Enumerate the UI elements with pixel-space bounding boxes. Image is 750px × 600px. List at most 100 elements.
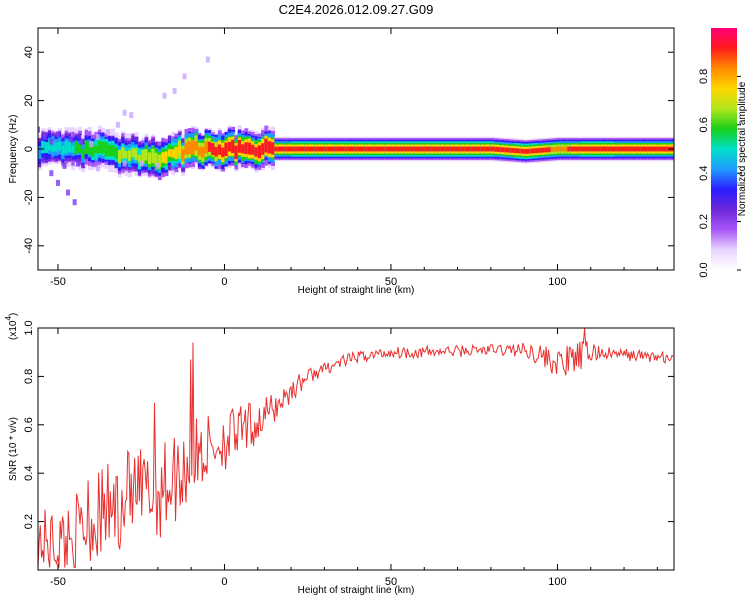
spectrogram-scatter-point: [129, 112, 134, 119]
spectrogram-scatter-point: [79, 138, 84, 145]
spectrogram-cell: [497, 147, 502, 152]
spectrogram-cell: [317, 146, 322, 152]
spectrogram-cell: [360, 146, 365, 152]
colorbar-gradient: [711, 28, 737, 270]
spectrogram-cell: [247, 142, 252, 155]
spectrogram-cell: [554, 146, 559, 152]
spectrogram-scatter-point: [69, 136, 74, 143]
spectrogram-cell: [134, 148, 139, 160]
spectrogram-cell: [520, 148, 525, 154]
spectrogram-cell: [534, 148, 539, 154]
colorbar-label: Normalized spectral amplitude: [737, 81, 748, 216]
snr-x-ticks: -50 0 50 100: [50, 328, 658, 588]
spectrogram-cell: [384, 146, 389, 152]
spectrogram-cell: [440, 146, 445, 152]
spectrogram-cell: [264, 138, 269, 153]
spectrogram-cell: [407, 146, 412, 152]
spectrogram-cell: [144, 149, 149, 161]
spectrogram-cell: [417, 146, 422, 152]
spectrogram-cell: [434, 146, 439, 152]
spectrogram-scatter-point: [75, 160, 80, 167]
spectrogram-cell: [204, 141, 209, 154]
spectrogram-cell: [390, 146, 395, 152]
spectrogram-cell: [227, 141, 232, 152]
spectrogram-cell: [284, 146, 289, 152]
spectrogram-cell: [607, 146, 612, 152]
spectrogram-scatter-point: [42, 133, 47, 140]
spectrogram-cell: [474, 146, 479, 152]
spectrogram-cell: [47, 141, 52, 151]
spectrogram-cell: [377, 146, 382, 152]
spectrogram-cell: [77, 143, 82, 153]
spectrogram-cell: [311, 146, 315, 152]
spectrogram-cell: [450, 146, 455, 152]
spectrogram-cell: [161, 152, 166, 163]
spectrogram-cell: [224, 142, 229, 157]
spectrogram-cell: [321, 146, 325, 152]
spectrogram-cell: [410, 146, 415, 152]
spectrogram-cell: [500, 147, 505, 153]
spectrogram-scatter-point: [89, 141, 94, 148]
spectrogram-y-label: Frequency (Hz): [8, 115, 19, 184]
spectrogram-cell: [447, 146, 452, 152]
spectrogram-cell: [547, 147, 552, 153]
snr-y-label: SNR (10 * v/v): [8, 417, 19, 481]
spectrogram-cell: [424, 146, 429, 152]
snr-y-tick-label: 1.0: [23, 320, 35, 335]
spectrogram-cell: [244, 142, 249, 155]
spectrogram-cell: [281, 146, 286, 152]
spectrogram-cell: [314, 146, 319, 152]
spectrogram-cell: [237, 139, 242, 153]
spectrogram-scatter-point: [55, 131, 60, 138]
spectrogram-x-tick-label: 0: [221, 276, 227, 288]
spectrogram-cell: [654, 146, 658, 152]
spectrogram-cell: [517, 148, 522, 154]
spectrogram-cell: [637, 146, 642, 152]
spectrogram-cell: [214, 146, 219, 157]
spectrogram-cell: [437, 146, 442, 152]
spectrogram-cell: [470, 146, 475, 152]
spectrogram-cell: [117, 150, 122, 163]
spectrogram-cell: [620, 146, 625, 152]
spectrogram-cell: [354, 146, 359, 152]
spectrogram-cell: [67, 142, 72, 153]
spectrogram-cell: [610, 146, 615, 152]
spectrogram-cell: [104, 141, 109, 157]
spectrogram-x-tick-label: 100: [548, 276, 566, 288]
snr-x-tick-label: 50: [385, 576, 397, 588]
snr-multiplier-exponent: 4: [4, 316, 13, 321]
spectrogram-cell: [44, 142, 49, 154]
spectrogram-cell: [427, 146, 432, 152]
spectrogram-cell: [257, 145, 262, 159]
spectrogram-cell: [557, 146, 562, 152]
spectrogram-cell: [510, 148, 515, 153]
spectrogram-cell: [114, 147, 119, 159]
spectrogram-cell: [414, 146, 419, 152]
snr-plot-area: [38, 328, 674, 569]
spectrogram-cell: [147, 152, 152, 165]
spectrogram-cell: [194, 141, 199, 151]
spectrogram-cell: [464, 146, 469, 152]
spectrogram-scatter-point: [155, 162, 160, 169]
spectrogram-y-tick-label: 20: [23, 94, 35, 106]
spectrogram-x-tick-label: 50: [385, 276, 397, 288]
colorbar-tick-label: 0.4: [698, 166, 710, 181]
spectrogram-cell: [524, 149, 529, 154]
spectrogram-cell: [231, 139, 236, 153]
spectrogram-cell: [137, 154, 142, 163]
spectrogram-scatter-point: [72, 199, 77, 206]
spectrogram-cell: [387, 146, 392, 152]
spectrogram-cell: [171, 149, 176, 158]
spectrogram-cell: [570, 146, 575, 152]
spectrogram-cell: [181, 149, 186, 162]
spectrogram-cell: [101, 141, 106, 154]
spectrogram-cell: [537, 148, 542, 153]
spectrogram-cell: [370, 146, 375, 152]
spectrogram-cell: [367, 146, 372, 152]
spectrogram-cell: [91, 144, 96, 157]
spectrogram-cell: [297, 146, 302, 152]
snr-multiplier-base: (x10: [8, 320, 19, 340]
spectrogram-cell: [460, 146, 465, 152]
spectrogram-cell: [221, 147, 226, 158]
